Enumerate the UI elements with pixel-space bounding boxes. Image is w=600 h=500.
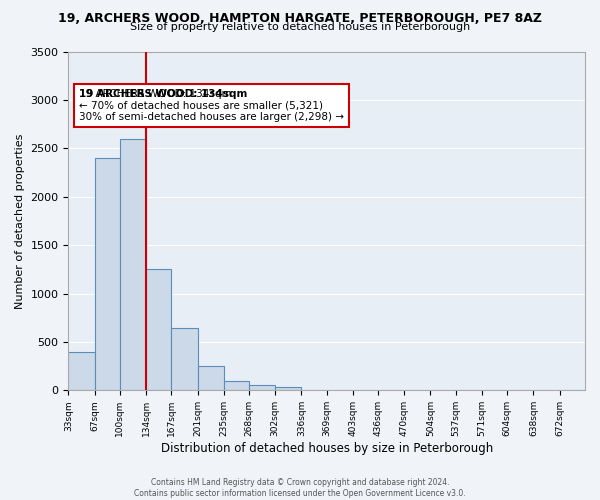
Text: 19 ARCHERS WOOD: 134sqm: 19 ARCHERS WOOD: 134sqm xyxy=(79,89,247,99)
Bar xyxy=(197,366,224,390)
Bar xyxy=(249,385,275,390)
Bar xyxy=(120,138,146,390)
Text: Contains HM Land Registry data © Crown copyright and database right 2024.
Contai: Contains HM Land Registry data © Crown c… xyxy=(134,478,466,498)
Text: 19 ARCHERS WOOD: 134sqm
← 70% of detached houses are smaller (5,321)
30% of semi: 19 ARCHERS WOOD: 134sqm ← 70% of detache… xyxy=(79,89,344,122)
Bar xyxy=(95,158,120,390)
Text: Size of property relative to detached houses in Peterborough: Size of property relative to detached ho… xyxy=(130,22,470,32)
X-axis label: Distribution of detached houses by size in Peterborough: Distribution of detached houses by size … xyxy=(161,442,493,455)
Text: 19, ARCHERS WOOD, HAMPTON HARGATE, PETERBOROUGH, PE7 8AZ: 19, ARCHERS WOOD, HAMPTON HARGATE, PETER… xyxy=(58,12,542,26)
Bar xyxy=(172,328,197,390)
Bar xyxy=(68,352,95,391)
Bar xyxy=(275,387,301,390)
Y-axis label: Number of detached properties: Number of detached properties xyxy=(15,133,25,308)
Bar xyxy=(146,270,172,390)
Bar xyxy=(224,380,249,390)
